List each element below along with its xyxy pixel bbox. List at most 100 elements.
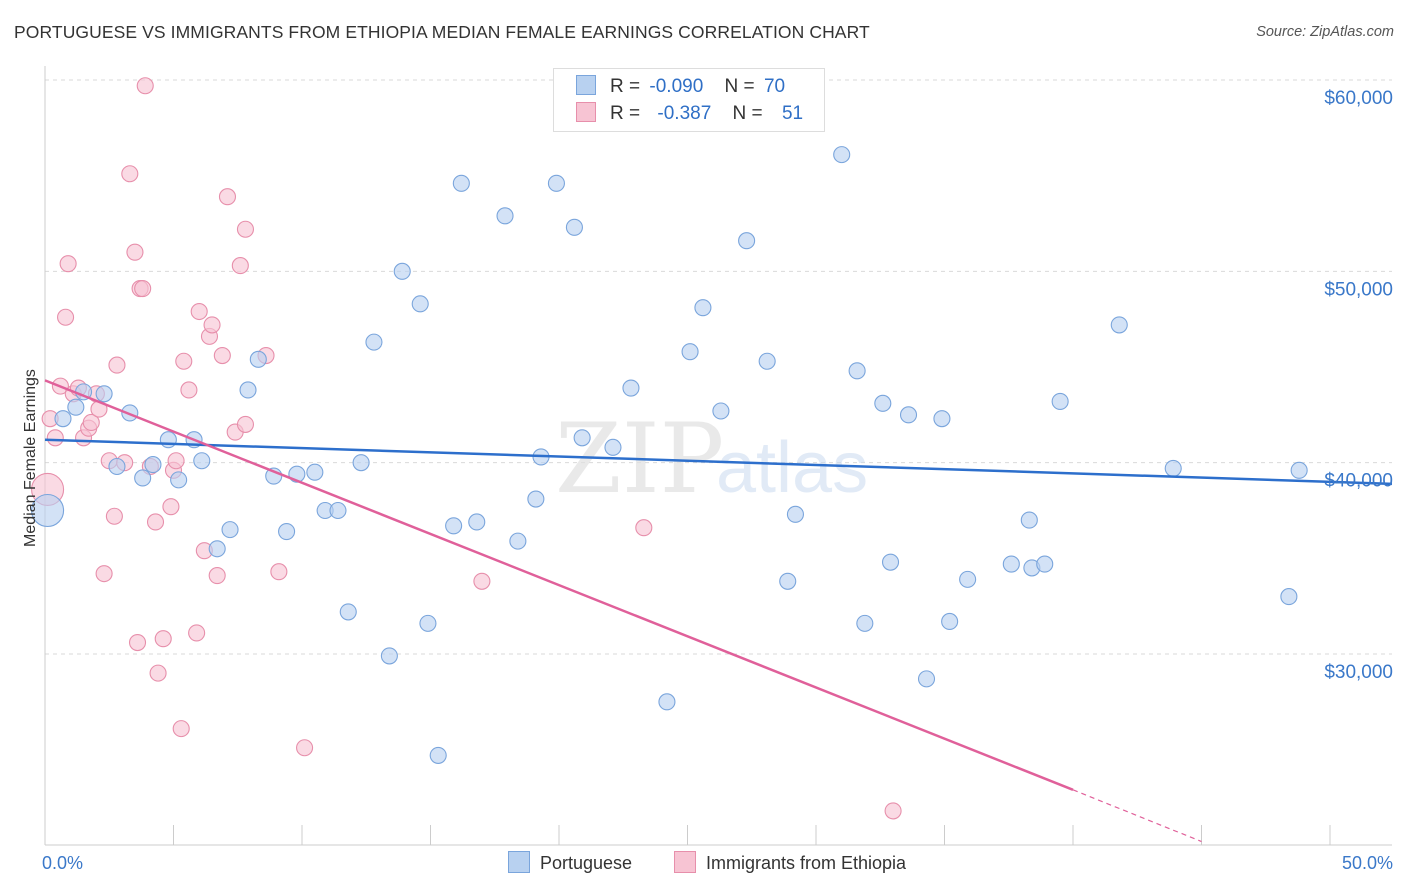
portuguese-point <box>848 362 866 380</box>
portuguese-point <box>565 218 583 236</box>
ethiopia-point <box>154 630 172 648</box>
trend-lines <box>44 379 1393 843</box>
portuguese-point <box>604 438 622 456</box>
ethiopia-point <box>635 519 653 537</box>
portuguese-point <box>393 262 411 280</box>
x-tick-label: 0.0% <box>42 853 83 873</box>
portuguese-point <box>573 429 591 447</box>
ethiopia-point <box>126 243 144 261</box>
ethiopia-point <box>121 165 139 183</box>
ethiopia-point <box>203 316 221 334</box>
portuguese-point <box>941 612 959 631</box>
portuguese-point <box>67 398 85 416</box>
portuguese-point <box>208 540 226 558</box>
legend-n-value: 51 <box>781 103 804 124</box>
portuguese-point <box>1110 316 1128 334</box>
ethiopia-point <box>236 415 255 433</box>
portuguese-point <box>874 394 892 412</box>
chart-source: Source: ZipAtlas.com <box>1256 24 1394 40</box>
portuguese-point <box>622 379 640 397</box>
y-tick-label: $50,000 <box>1324 279 1393 300</box>
portuguese-point <box>306 463 324 481</box>
portuguese-point <box>54 410 72 428</box>
ethiopia-point <box>149 664 167 682</box>
ethiopia-point <box>884 802 902 820</box>
series-legend-ethiopia: Immigrants from Ethiopia <box>674 851 906 874</box>
ethiopia-point <box>213 346 231 365</box>
portuguese-point <box>419 614 437 632</box>
portuguese-point <box>881 553 900 571</box>
ethiopia-point <box>59 255 77 273</box>
portuguese-point <box>658 693 676 711</box>
portuguese-point <box>1020 511 1038 529</box>
ethiopia-point <box>46 429 64 447</box>
x-tick-labels: 0.0% 50.0% <box>42 853 1393 873</box>
portuguese-point <box>170 471 188 489</box>
legend-r-value: -0.090 <box>649 76 704 97</box>
ethiopia-point <box>134 280 152 298</box>
portuguese-point <box>239 381 257 399</box>
y-tick-label: $60,000 <box>1324 88 1393 109</box>
y-tick-labels: $30,000 $40,000 $50,000 $60,000 <box>1324 88 1393 683</box>
legend-n-value: 70 <box>763 76 786 97</box>
ethiopia-point <box>270 563 288 581</box>
portuguese-point <box>380 647 398 665</box>
legend-swatch-portuguese <box>576 75 596 95</box>
legend-n-label: N = <box>724 76 755 97</box>
portuguese-point <box>547 174 565 192</box>
ethiopia-point <box>188 624 206 642</box>
portuguese-point <box>959 570 977 588</box>
ethiopia-point <box>105 507 123 525</box>
ethiopia-point <box>136 77 154 95</box>
series-label-ethiopia: Immigrants from Ethiopia <box>706 853 907 873</box>
portuguese-point <box>786 505 804 523</box>
x-tick-label: 50.0% <box>1342 853 1393 873</box>
ethiopia-trend-line <box>44 379 1074 792</box>
series-swatch-ethiopia <box>674 851 696 873</box>
y-tick-label: $40,000 <box>1324 471 1393 492</box>
ethiopia-point <box>172 720 190 738</box>
ethiopia-point <box>180 381 198 399</box>
ethiopia-point <box>473 572 491 590</box>
portuguese-point <box>134 469 152 487</box>
chart-title: PORTUGUESE VS IMMIGRANTS FROM ETHIOPIA M… <box>14 22 870 42</box>
portuguese-point <box>429 746 447 764</box>
correlation-legend: R = -0.090 N = 70 R = -0.387 N = 51 <box>553 68 825 132</box>
ethiopia-point <box>208 567 226 585</box>
ethiopia-trend-extension <box>1072 789 1202 843</box>
ethiopia-point <box>108 356 126 374</box>
portuguese-point <box>694 299 712 317</box>
portuguese-point <box>509 532 527 550</box>
portuguese-point <box>339 603 357 621</box>
portuguese-point <box>1002 555 1020 573</box>
portuguese-point <box>249 350 267 368</box>
ethiopia-point <box>175 352 193 370</box>
legend-swatch-ethiopia <box>576 102 596 122</box>
portuguese-point <box>917 670 936 688</box>
portuguese-point <box>1051 392 1069 410</box>
portuguese-point <box>856 614 874 632</box>
legend-r-label: R = <box>610 103 641 124</box>
series-label-portuguese: Portuguese <box>540 853 633 873</box>
ethiopia-point <box>146 513 165 531</box>
y-axis-label: Median Female Earnings <box>22 369 39 547</box>
legend-r-label: R = <box>610 76 641 97</box>
portuguese-point <box>738 232 756 250</box>
portuguese-point <box>899 406 918 424</box>
portuguese-trend-line <box>44 438 1393 486</box>
portuguese-point <box>527 490 545 508</box>
portuguese-point <box>445 517 463 535</box>
ethiopia-point <box>162 498 180 516</box>
series-swatch-portuguese <box>508 851 530 873</box>
ethiopia-point <box>82 413 100 432</box>
portuguese-point <box>933 410 951 428</box>
portuguese-point <box>452 174 470 192</box>
watermark-atlas: atlas <box>716 428 868 508</box>
portuguese-point <box>352 454 370 472</box>
portuguese-point <box>221 521 239 539</box>
ethiopia-point <box>190 302 208 321</box>
portuguese-point <box>1036 555 1054 573</box>
legend-r-value: -0.387 <box>657 103 712 124</box>
portuguese-point <box>108 457 126 476</box>
portuguese-point <box>159 431 177 449</box>
